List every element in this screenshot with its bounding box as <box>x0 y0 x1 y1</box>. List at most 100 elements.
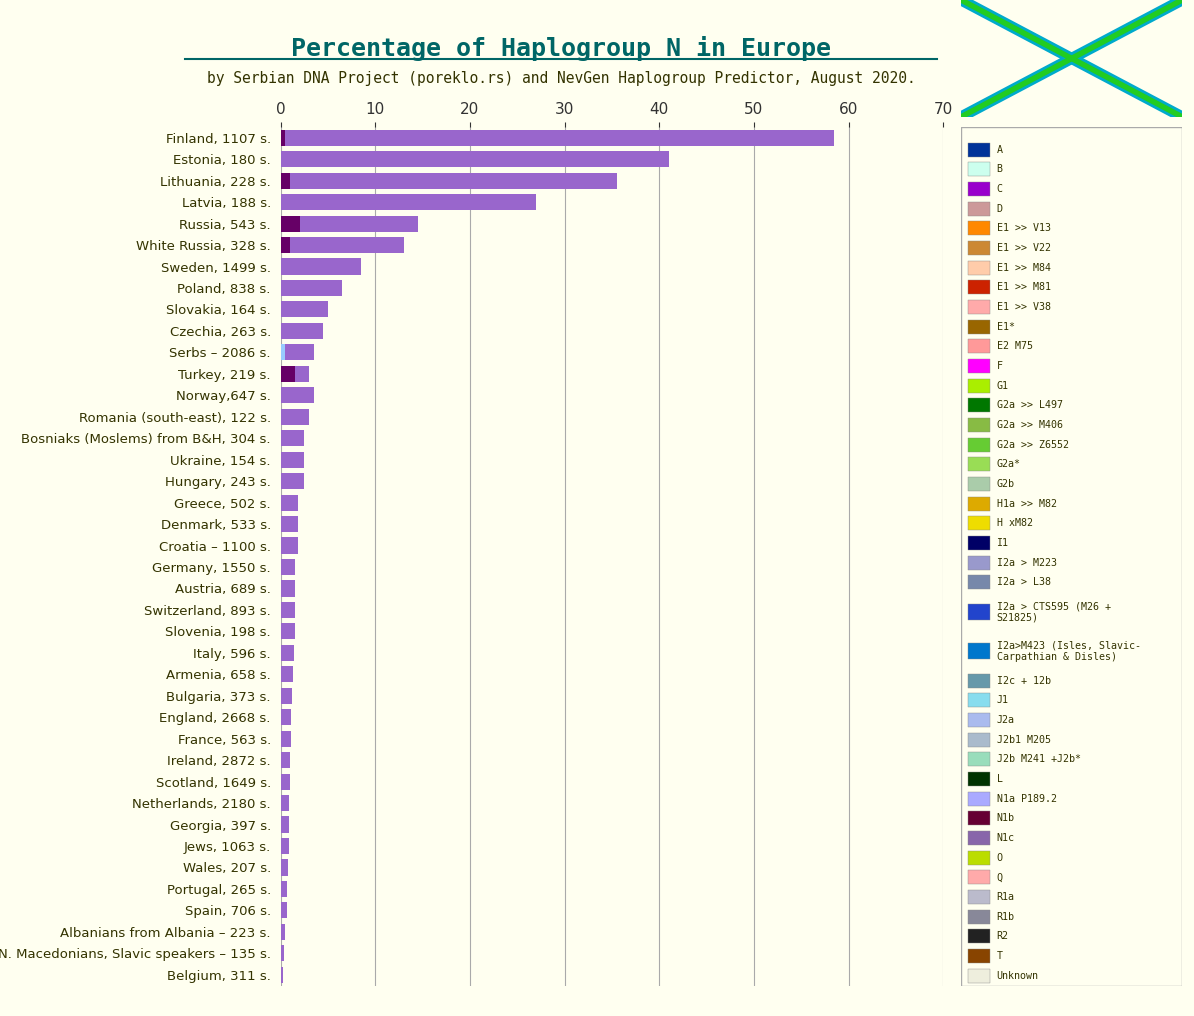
Text: E1 >> M81: E1 >> M81 <box>997 282 1051 293</box>
Bar <box>968 536 990 550</box>
Bar <box>281 495 297 511</box>
Text: G2a >> M406: G2a >> M406 <box>997 420 1063 430</box>
Text: R2: R2 <box>997 932 1009 942</box>
Text: G2b: G2b <box>997 479 1015 489</box>
Bar <box>968 694 990 707</box>
Text: Percentage of Haplogroup N in Europe: Percentage of Haplogroup N in Europe <box>291 36 831 61</box>
Text: I2a > CTS595 (M26 +
S21825): I2a > CTS595 (M26 + S21825) <box>997 601 1110 623</box>
Bar <box>281 387 314 403</box>
Bar <box>281 323 324 339</box>
Bar <box>281 302 328 317</box>
Bar <box>281 130 835 145</box>
Bar <box>281 817 289 832</box>
Text: N1a P189.2: N1a P189.2 <box>997 793 1057 804</box>
Bar <box>968 812 990 825</box>
Bar <box>968 280 990 295</box>
Bar <box>968 143 990 156</box>
Bar <box>968 890 990 904</box>
Bar <box>281 408 309 425</box>
Bar <box>281 860 288 876</box>
Bar <box>281 924 285 940</box>
Bar <box>281 796 289 811</box>
Bar <box>281 366 309 382</box>
Text: I2c + 12b: I2c + 12b <box>997 676 1051 686</box>
Text: N1c: N1c <box>997 833 1015 843</box>
Bar <box>968 457 990 471</box>
Bar <box>281 902 288 918</box>
Text: E1*: E1* <box>997 322 1015 331</box>
Bar <box>281 151 669 168</box>
Bar <box>968 791 990 806</box>
Bar <box>281 215 418 232</box>
Bar <box>968 871 990 884</box>
Bar <box>281 215 300 232</box>
Text: E1 >> M84: E1 >> M84 <box>997 263 1051 272</box>
Text: F: F <box>997 361 1003 371</box>
Bar <box>968 478 990 491</box>
Text: R1a: R1a <box>997 892 1015 902</box>
Bar <box>968 850 990 865</box>
Bar <box>968 320 990 333</box>
Text: E2 M75: E2 M75 <box>997 341 1033 352</box>
Text: H1a >> M82: H1a >> M82 <box>997 499 1057 509</box>
Text: J2a: J2a <box>997 715 1015 725</box>
Text: J2b M241 +J2b*: J2b M241 +J2b* <box>997 754 1081 764</box>
Bar <box>968 930 990 943</box>
Text: I1: I1 <box>997 538 1009 548</box>
Bar <box>281 537 297 554</box>
Bar <box>281 731 291 747</box>
Bar <box>281 344 314 361</box>
Text: J1: J1 <box>997 695 1009 705</box>
Bar <box>281 366 295 382</box>
Bar <box>968 909 990 924</box>
Bar <box>281 773 290 789</box>
Bar <box>968 831 990 845</box>
Bar <box>968 438 990 451</box>
Text: I2a>M423 (Isles, Slavic-
Carpathian & Disles): I2a>M423 (Isles, Slavic- Carpathian & Di… <box>997 640 1140 662</box>
Bar <box>968 516 990 530</box>
Text: by Serbian DNA Project (poreklo.rs) and NevGen Haplogroup Predictor, August 2020: by Serbian DNA Project (poreklo.rs) and … <box>207 71 916 86</box>
Text: T: T <box>997 951 1003 961</box>
Bar <box>968 379 990 392</box>
Bar <box>968 713 990 726</box>
Bar <box>968 163 990 176</box>
Bar <box>281 624 295 639</box>
Text: G2a*: G2a* <box>997 459 1021 469</box>
Bar <box>968 575 990 589</box>
Bar <box>281 666 293 683</box>
Text: N1b: N1b <box>997 814 1015 823</box>
Bar <box>281 559 295 575</box>
Bar <box>968 339 990 354</box>
Text: G2a >> Z6552: G2a >> Z6552 <box>997 440 1069 450</box>
Text: Unknown: Unknown <box>997 970 1039 980</box>
Bar <box>281 580 295 596</box>
Bar <box>968 497 990 511</box>
Bar <box>281 130 285 145</box>
Bar <box>968 643 990 659</box>
Bar <box>968 419 990 432</box>
Bar <box>281 709 291 725</box>
Text: E1 >> V22: E1 >> V22 <box>997 243 1051 253</box>
Bar <box>968 359 990 373</box>
Bar <box>968 733 990 747</box>
Bar <box>968 182 990 196</box>
Bar <box>968 969 990 982</box>
Bar <box>281 838 289 854</box>
Bar <box>281 173 616 189</box>
Text: G2a >> L497: G2a >> L497 <box>997 400 1063 410</box>
Bar <box>281 173 290 189</box>
Bar <box>281 752 290 768</box>
Text: E1 >> V38: E1 >> V38 <box>997 302 1051 312</box>
Bar <box>281 258 361 274</box>
Bar <box>281 601 295 618</box>
Text: H xM82: H xM82 <box>997 518 1033 528</box>
Bar <box>968 300 990 314</box>
Text: J2b1 M205: J2b1 M205 <box>997 735 1051 745</box>
Text: A: A <box>997 144 1003 154</box>
Bar <box>281 688 293 704</box>
Bar <box>281 967 283 982</box>
Text: E1 >> V13: E1 >> V13 <box>997 224 1051 234</box>
Bar <box>281 194 536 210</box>
Bar <box>968 261 990 274</box>
Bar <box>968 398 990 412</box>
